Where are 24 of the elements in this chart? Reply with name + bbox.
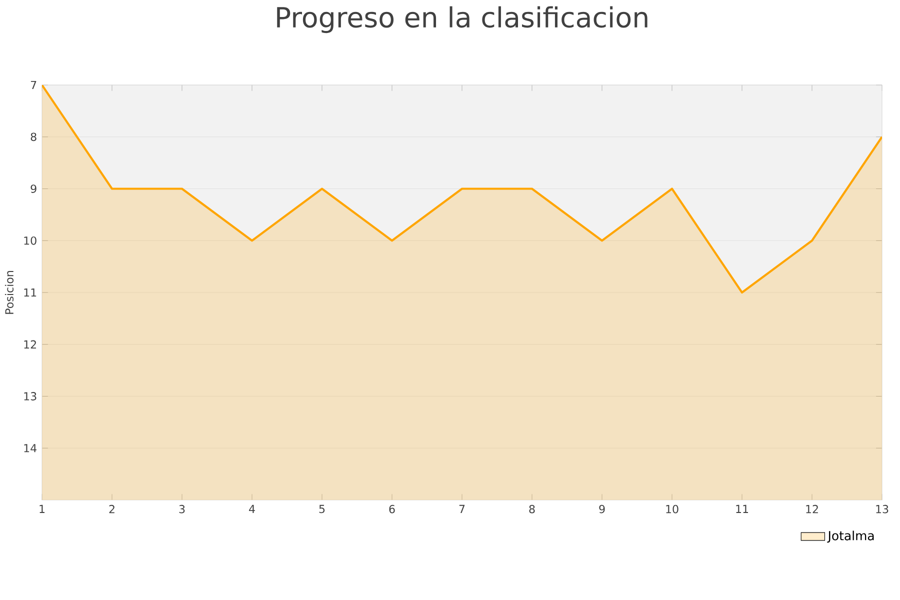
x-tick-label: 2 [109,504,114,514]
y-axis-title: Posicion [4,271,14,314]
y-tick-label: 14 [24,444,36,452]
x-tick-label: 4 [249,504,255,513]
x-tick-label: 7 [459,504,465,513]
x-tick-label: 5 [319,504,325,514]
x-tick-label: 3 [179,504,185,514]
x-tick-label: 6 [389,504,395,514]
x-tick-label: 9 [599,504,605,514]
x-tick-label: 12 [806,504,818,514]
y-tick-label: 10 [24,236,36,245]
y-tick-label: 11 [24,288,36,297]
y-tick-label: 8 [30,132,36,142]
x-tick-label: 1 [40,504,44,513]
x-tick-label: 13 [876,504,888,514]
y-tick-label: 7 [30,80,36,90]
legend-label: Jotalma [827,530,874,543]
chart-title: Progreso en la clasificacion [277,6,648,34]
x-tick-label: 10 [666,504,678,514]
x-tick-label: 8 [529,504,535,514]
y-tick-label: 9 [30,184,36,193]
y-tick-label: 12 [24,340,36,348]
y-tick-label: 13 [24,392,36,400]
x-tick-label: 11 [736,504,748,513]
